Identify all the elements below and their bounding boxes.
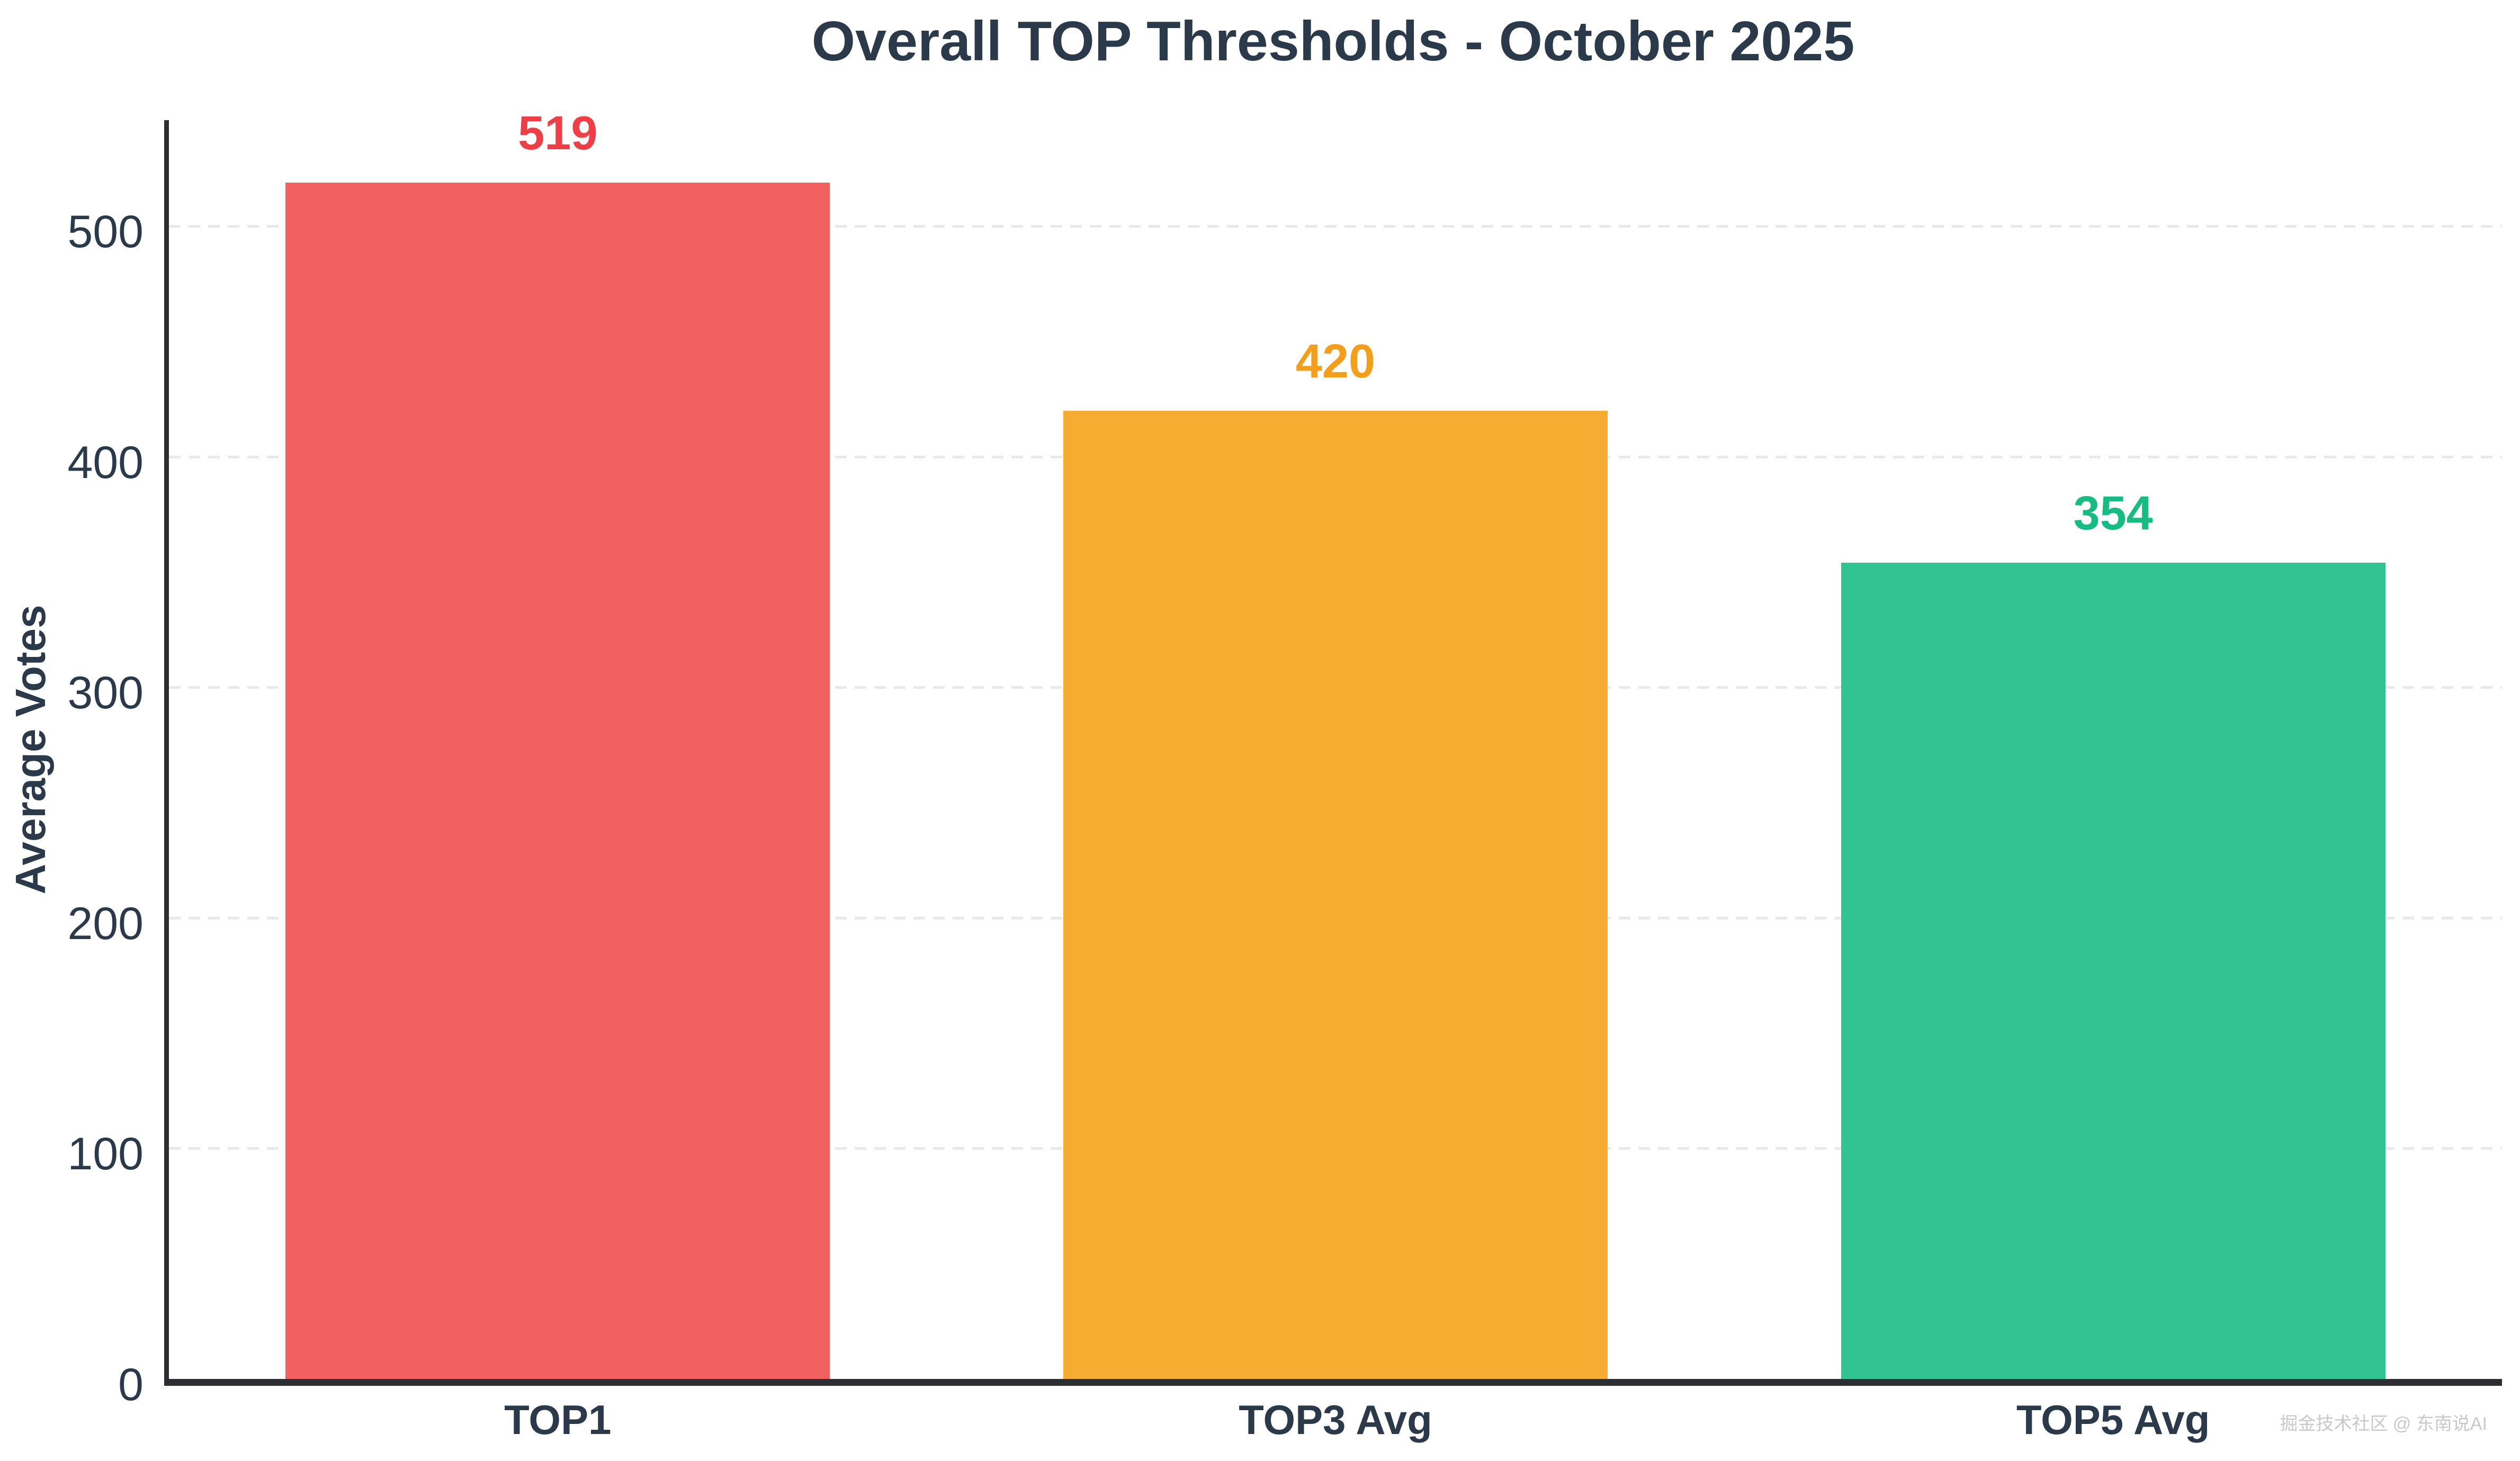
y-tick-label: 400 [67,437,144,488]
bar-value-label: 420 [1295,335,1376,388]
y-tick-label: 100 [67,1129,144,1180]
gridline [169,225,2502,228]
bar-value-label: 519 [518,106,598,160]
x-tick-label: TOP5 Avg [2016,1396,2210,1443]
bar [1063,410,1608,1379]
y-axis-title: Average Votes [7,605,54,895]
y-tick-label: 300 [67,668,144,719]
y-tick-label: 0 [118,1359,144,1410]
chart-title: Overall TOP Thresholds - October 2025 [811,10,1855,73]
plot-area: 0 100 200 300 400 500 519 TOP1 420 TOP3 Avg 354 TOP… [68,110,2502,1440]
x-tick-label: TOP3 Avg [1239,1396,1432,1443]
bar [1841,563,2386,1379]
y-tick-label: 200 [67,898,144,949]
bar-value-label: 354 [2073,487,2153,540]
bar [285,182,830,1379]
x-tick-label: TOP1 [504,1396,612,1443]
y-tick-label: 500 [67,206,144,258]
watermark: 掘金技术社区 @ 东南说AI [2280,1414,2487,1434]
